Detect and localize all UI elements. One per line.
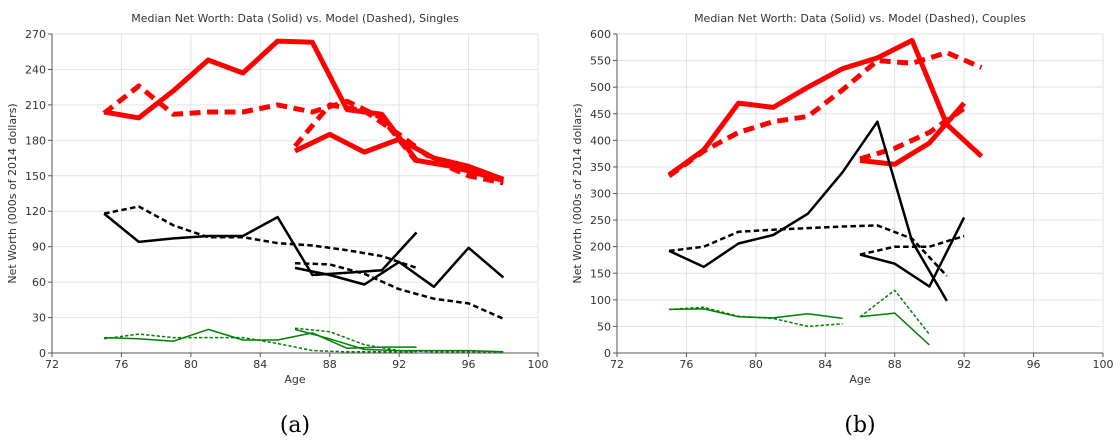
x-tick-label: 100 xyxy=(1093,358,1114,371)
y-tick-label: 50 xyxy=(597,320,611,333)
series-green-dashed-line xyxy=(669,306,843,328)
y-tick-label: 240 xyxy=(25,63,46,76)
series-red-solid-line xyxy=(667,37,984,177)
x-tick-label: 92 xyxy=(392,358,406,371)
x-tick-label: 80 xyxy=(749,358,763,371)
y-tick-label: 0 xyxy=(39,347,46,360)
y-tick-label: 150 xyxy=(25,170,46,183)
y-tick-label: 550 xyxy=(590,55,611,68)
x-tick-label: 88 xyxy=(323,358,337,371)
y-tick-label: 210 xyxy=(25,99,46,112)
y-tick-label: 100 xyxy=(590,294,611,307)
panel-caption: (b) xyxy=(844,413,875,438)
y-axis-label: Net Worth (000s of 2014 dollars) xyxy=(6,103,19,283)
y-tick-label: 30 xyxy=(32,312,46,325)
series-green-dashed-line xyxy=(859,289,930,335)
x-tick-label: 80 xyxy=(184,358,198,371)
x-tick-label: 100 xyxy=(528,358,549,371)
y-tick-label: 0 xyxy=(604,347,611,360)
y-tick-label: 300 xyxy=(590,188,611,201)
series-black-solid-line xyxy=(294,246,505,289)
series-black-solid-line xyxy=(859,216,966,288)
series-black-dashed-line xyxy=(103,205,417,270)
y-tick-label: 400 xyxy=(590,134,611,147)
series-red-solid-line xyxy=(293,131,505,182)
x-tick-label: 88 xyxy=(888,358,902,371)
x-tick-label: 84 xyxy=(818,358,832,371)
y-tick-label: 200 xyxy=(590,241,611,254)
y-tick-label: 120 xyxy=(25,205,46,218)
series-red-solid-line xyxy=(103,38,504,183)
panel-caption: (a) xyxy=(280,413,310,438)
y-tick-label: 60 xyxy=(32,276,46,289)
y-tick-label: 600 xyxy=(590,28,611,41)
x-tick-label: 76 xyxy=(114,358,128,371)
series-red-dashed-line xyxy=(293,102,504,186)
series-green-dashed-line xyxy=(294,327,504,353)
series-green-dashed-line xyxy=(103,333,417,353)
y-tick-label: 450 xyxy=(590,108,611,121)
y-tick-label: 150 xyxy=(590,267,611,280)
x-tick-label: 96 xyxy=(1027,358,1041,371)
series-red-dashed-line xyxy=(667,50,983,179)
y-tick-label: 350 xyxy=(590,161,611,174)
y-tick-label: 90 xyxy=(32,241,46,254)
x-tick-label: 76 xyxy=(679,358,693,371)
y-tick-label: 250 xyxy=(590,214,611,227)
chart-singles: Median Net Worth: Data (Solid) vs. Model… xyxy=(6,12,549,438)
chart-couples: Median Net Worth: Data (Solid) vs. Model… xyxy=(571,12,1114,438)
series-red-solid-line xyxy=(859,101,966,167)
series-green-solid-line xyxy=(859,312,930,346)
x-tick-label: 92 xyxy=(957,358,971,371)
chart-title: Median Net Worth: Data (Solid) vs. Model… xyxy=(694,12,1026,25)
x-tick-label: 84 xyxy=(253,358,267,371)
series-black-dashed-line xyxy=(668,224,948,277)
series-red-dashed-line xyxy=(859,106,966,162)
y-axis-label: Net Worth (000s of 2014 dollars) xyxy=(571,103,584,283)
series-black-dashed-line xyxy=(294,261,504,320)
chart-title: Median Net Worth: Data (Solid) vs. Model… xyxy=(131,12,459,25)
y-tick-label: 180 xyxy=(25,134,46,147)
y-tick-label: 270 xyxy=(25,28,46,41)
x-tick-label: 72 xyxy=(610,358,624,371)
series-black-solid-line xyxy=(668,120,948,302)
series-black-solid-line xyxy=(103,212,418,277)
series-black-dashed-line xyxy=(859,234,965,256)
x-axis-label: Age xyxy=(284,373,306,386)
y-tick-label: 500 xyxy=(590,81,611,94)
x-tick-label: 72 xyxy=(45,358,59,371)
x-axis-label: Age xyxy=(849,373,871,386)
x-tick-label: 96 xyxy=(462,358,476,371)
